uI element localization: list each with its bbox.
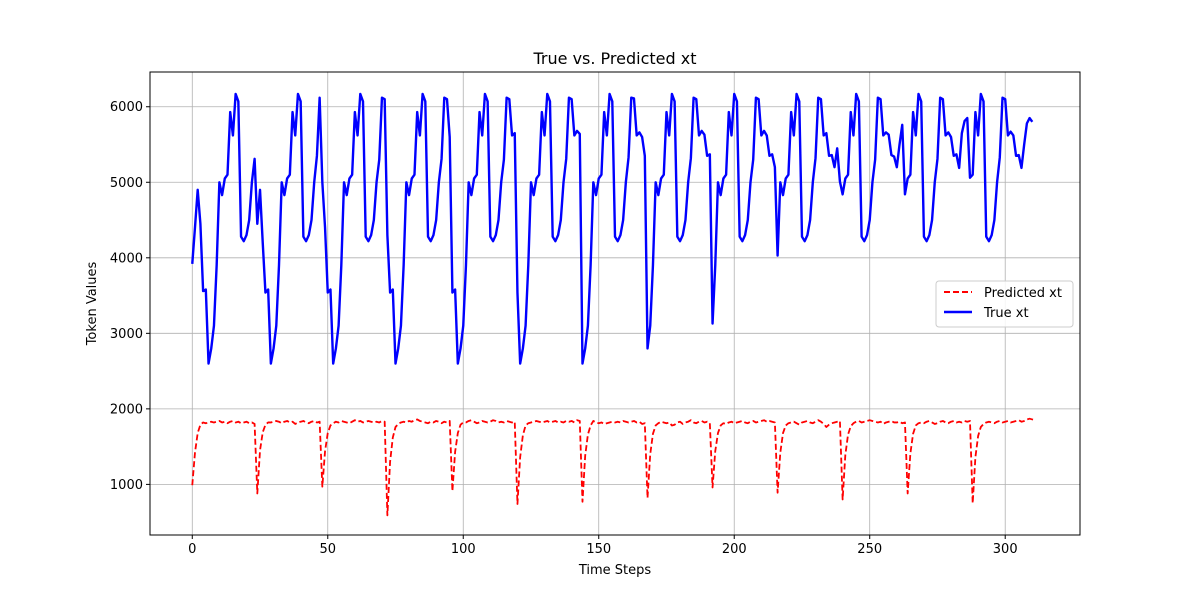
y-tick-label: 4000 [110, 251, 143, 266]
x-tick-label: 300 [993, 542, 1018, 557]
y-tick-label: 5000 [110, 176, 143, 191]
y-tick-label: 1000 [110, 478, 143, 493]
x-tick-label: 150 [586, 542, 611, 557]
y-tick-label: 3000 [110, 327, 143, 342]
x-tick-label: 100 [451, 542, 476, 557]
true-xt-line [191, 92, 1034, 365]
chart-title: True vs. Predicted xt [533, 49, 697, 68]
y-axis-label: Token Values [85, 261, 100, 346]
x-tick-label: 0 [188, 542, 196, 557]
x-tick-label: 250 [857, 542, 882, 557]
predicted-xt-line [191, 417, 1036, 517]
y-tick-label: 2000 [110, 402, 143, 417]
legend-box [935, 280, 1074, 328]
y-tick-label: 6000 [110, 100, 143, 115]
x-axis-label: Time Steps [578, 563, 652, 578]
axis-ticks: 0 50 100 150 200 250 300 1000 2000 3000 4000 5000 60… [110, 100, 1018, 557]
series-lines [191, 92, 1036, 517]
legend-label-true: True xt [983, 306, 1029, 321]
x-tick-label: 50 [319, 542, 336, 557]
x-tick-label: 200 [722, 542, 747, 557]
legend: Predicted xt True xt [935, 280, 1074, 328]
plot-frame [149, 71, 1081, 536]
legend-label-predicted: Predicted xt [984, 286, 1062, 301]
